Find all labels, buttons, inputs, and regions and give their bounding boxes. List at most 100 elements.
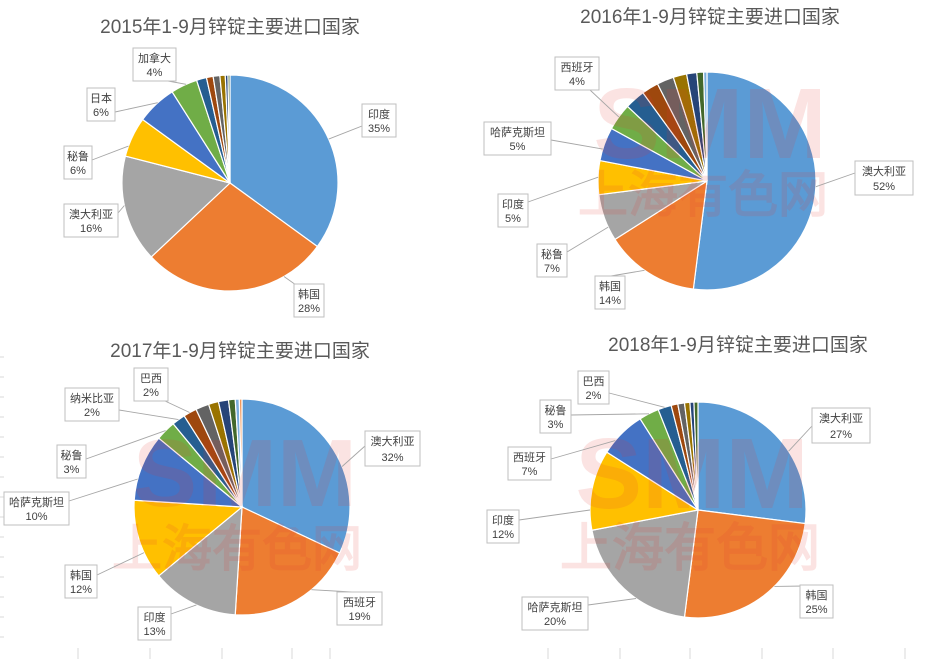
data-label-box: [554, 56, 600, 91]
leader-line: [114, 102, 158, 113]
data-label-name: 巴西: [140, 373, 162, 385]
data-label-box: [854, 160, 914, 196]
data-label-value: 14%: [599, 295, 621, 307]
data-label-name: 西班牙: [343, 596, 376, 609]
data-label-number: 7: [522, 466, 528, 478]
data-label-value: 4%: [147, 67, 163, 79]
data-label: 日本 6%: [86, 87, 116, 122]
data-label-name: 韩国: [298, 287, 320, 301]
data-label: 纳米比亚 2%: [64, 387, 120, 422]
leader-line: [518, 509, 591, 521]
data-label-name: 纳米比亚: [70, 392, 114, 405]
data-label-box: [811, 407, 871, 444]
data-label-value: 3%: [64, 464, 80, 476]
data-label-name: 韩国: [599, 279, 621, 293]
leader-line: [164, 400, 190, 413]
data-label-name: 哈萨克斯坦: [528, 600, 583, 614]
pie-slice: [614, 179, 708, 290]
leader-line: [610, 269, 645, 277]
data-label-number: 3: [548, 419, 554, 431]
pie-chart-2015: 2015年1-9月锌锭主要进口国家 印度35%韩国28%澳大利亚16%秘鲁6%日…: [63, 16, 397, 318]
pie-slice: [157, 505, 243, 616]
pie-slice: [133, 499, 244, 577]
data-label-number: 32: [381, 452, 393, 464]
data-label-box: [133, 367, 169, 402]
leader-line: [550, 440, 616, 460]
data-label-number: 20: [544, 616, 556, 628]
data-label: 加拿大 4%: [132, 47, 177, 82]
data-label-value: 10%: [25, 511, 47, 523]
data-label-number: 19: [348, 611, 360, 623]
pie-slices: [133, 398, 351, 616]
data-label: 哈萨克斯坦 10%: [3, 491, 70, 526]
data-label-box: [539, 399, 572, 434]
data-label-box: [137, 606, 172, 641]
data-label-box: [361, 103, 397, 138]
data-label-box: [483, 121, 552, 156]
data-label-number: 13: [143, 626, 155, 638]
data-label-value: 5%: [510, 141, 526, 153]
data-label-unit: %: [516, 141, 526, 153]
data-label-value: 4%: [569, 76, 585, 88]
data-label-name: 哈萨克斯坦: [490, 125, 545, 139]
data-label-value: 6%: [70, 165, 86, 177]
data-label-unit: %: [842, 429, 852, 441]
pie-slice: [227, 74, 231, 184]
data-label-number: 14: [599, 295, 611, 307]
pie-slice: [238, 398, 243, 508]
data-label-box: [3, 491, 70, 526]
data-label-unit: %: [511, 213, 521, 225]
data-label-number: 3: [64, 464, 70, 476]
data-label-unit: %: [592, 390, 602, 402]
data-label-unit: %: [76, 165, 86, 177]
leader-line: [815, 172, 856, 188]
data-label-number: 52: [873, 181, 885, 193]
pie-slice: [693, 401, 699, 511]
data-labels: 印度 35% 韩国 28% 澳大利亚 16% 秘鲁 6% 日本 6% 加拿大 4%: [63, 47, 397, 318]
data-label: 秘鲁 6%: [63, 145, 93, 180]
data-label-number: 2: [586, 390, 592, 402]
data-label-unit: %: [70, 464, 80, 476]
chart-title: 2017年1-9月锌锭主要进口国家: [110, 340, 370, 362]
data-label-number: 6: [70, 165, 76, 177]
data-label-unit: %: [149, 387, 159, 399]
data-label-unit: %: [575, 76, 585, 88]
data-label-name: 哈萨克斯坦: [9, 495, 64, 509]
sheet-tick-marks: [0, 356, 906, 659]
pie-slices: [121, 74, 339, 292]
leader-line: [608, 392, 665, 408]
data-label-unit: %: [156, 626, 166, 638]
data-label-box: [63, 145, 93, 180]
data-label-unit: %: [885, 181, 895, 193]
data-label-value: 19%: [348, 611, 370, 623]
data-label-name: 印度: [368, 107, 390, 121]
data-label-number: 27: [830, 429, 842, 441]
leader-line: [85, 430, 166, 460]
watermark-text: 上海有色网: [112, 521, 362, 577]
data-label-number: 7: [544, 263, 550, 275]
data-label-unit: %: [92, 223, 102, 235]
leader-line: [587, 598, 637, 606]
data-label-value: 2%: [586, 390, 602, 402]
leader-line: [328, 125, 363, 140]
data-label-name: 秘鲁: [67, 149, 89, 163]
data-label-name: 秘鲁: [61, 448, 83, 462]
data-label-name: 澳大利亚: [862, 164, 906, 178]
data-label: 哈萨克斯坦 20%: [521, 596, 589, 631]
data-label-number: 16: [80, 223, 92, 235]
data-label-value: 52%: [873, 181, 895, 193]
data-label-number: 6: [93, 107, 99, 119]
data-label: 秘鲁 3%: [539, 399, 572, 434]
data-label-unit: %: [556, 616, 566, 628]
data-labels: 澳大利亚 52% 韩国 14% 秘鲁 7% 印度 5% 哈萨克斯坦 5% 西班牙 4%: [483, 56, 914, 310]
data-label: 哈萨克斯坦 5%: [483, 121, 552, 156]
data-label-number: 28: [298, 303, 310, 315]
data-label: 韩国 12%: [64, 564, 98, 599]
data-label-box: [132, 47, 177, 82]
leader-line: [68, 478, 138, 502]
leader-line: [170, 604, 197, 615]
data-label-unit: %: [380, 123, 390, 135]
